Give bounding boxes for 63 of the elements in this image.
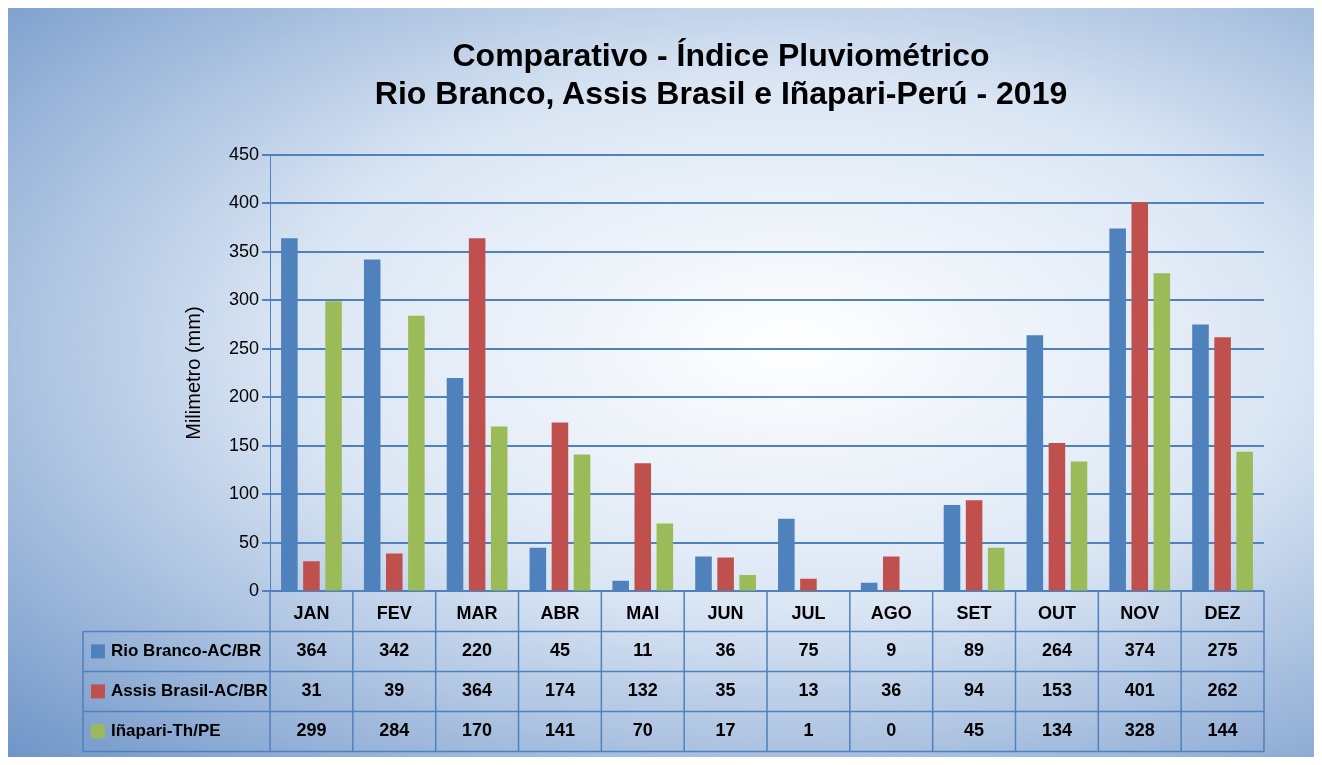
x-tick-label: MAI	[626, 603, 660, 624]
data-label: 45	[549, 640, 570, 661]
y-tick-label: 450	[228, 143, 260, 164]
data-label: 401	[1124, 680, 1155, 701]
y-tick-label: 300	[228, 289, 260, 310]
data-label: 264	[1041, 640, 1072, 661]
x-tick-label: ABR	[540, 603, 580, 624]
legend-label: Rio Branco-AC/BR	[111, 641, 262, 661]
x-tick-label: JUN	[707, 603, 744, 624]
data-label: 89	[964, 640, 985, 661]
data-label: 35	[715, 680, 736, 701]
data-label: 13	[798, 680, 819, 701]
y-tick-label: 150	[228, 434, 260, 455]
data-label: 36	[715, 640, 736, 661]
data-label: 11	[633, 640, 653, 661]
x-tick-label: SET	[956, 603, 992, 624]
data-label: 328	[1124, 720, 1155, 741]
data-label: 45	[964, 720, 985, 741]
data-label: 134	[1041, 720, 1072, 741]
data-label: 31	[301, 680, 322, 701]
x-tick-label: JAN	[293, 603, 330, 624]
data-label: 284	[379, 720, 410, 741]
data-label: 94	[964, 680, 985, 701]
data-label: 342	[379, 640, 410, 661]
data-label: 132	[627, 680, 658, 701]
y-tick-label: 200	[228, 386, 260, 407]
data-label: 9	[886, 640, 897, 661]
data-label: 141	[544, 720, 575, 741]
x-tick-label: FEV	[376, 603, 412, 624]
y-tick-label: 50	[239, 531, 260, 552]
data-label: 262	[1207, 680, 1238, 701]
chart-title: Comparativo - Índice Pluviométrico Rio Branco, Assis Brasil e Iñapari-Perú - 2019	[374, 37, 1068, 112]
data-label: 275	[1207, 640, 1238, 661]
y-tick-label: 350	[228, 240, 260, 261]
data-label: 0	[886, 720, 897, 741]
y-tick-label: 0	[249, 580, 260, 601]
y-tick-label: 400	[228, 192, 260, 213]
data-label: 36	[881, 680, 902, 701]
data-label: 374	[1124, 640, 1155, 661]
data-label: 39	[384, 680, 405, 701]
data-label: 70	[632, 720, 653, 741]
legend-label: Assis Brasil-AC/BR	[111, 681, 268, 701]
x-tick-label: DEZ	[1204, 603, 1241, 624]
y-axis-title: Milimetro (mm)	[181, 306, 204, 440]
data-label: 364	[296, 640, 327, 661]
legend-label: Iñapari-Th/PE	[111, 721, 221, 741]
data-label: 153	[1041, 680, 1072, 701]
data-label: 364	[462, 680, 493, 701]
y-tick-label: 250	[228, 337, 260, 358]
data-label: 174	[544, 680, 575, 701]
data-label: 299	[296, 720, 327, 741]
x-tick-label: MAR	[456, 603, 498, 624]
x-tick-label: JUL	[791, 603, 826, 624]
data-label: 220	[462, 640, 493, 661]
x-tick-label: OUT	[1037, 603, 1076, 624]
data-label: 144	[1207, 720, 1238, 741]
data-label: 17	[715, 720, 736, 741]
data-label: 1	[803, 720, 814, 741]
x-tick-label: AGO	[870, 603, 912, 624]
y-tick-label: 100	[228, 483, 260, 504]
data-label: 75	[798, 640, 819, 661]
x-tick-label: NOV	[1120, 603, 1160, 624]
data-label: 170	[462, 720, 493, 741]
